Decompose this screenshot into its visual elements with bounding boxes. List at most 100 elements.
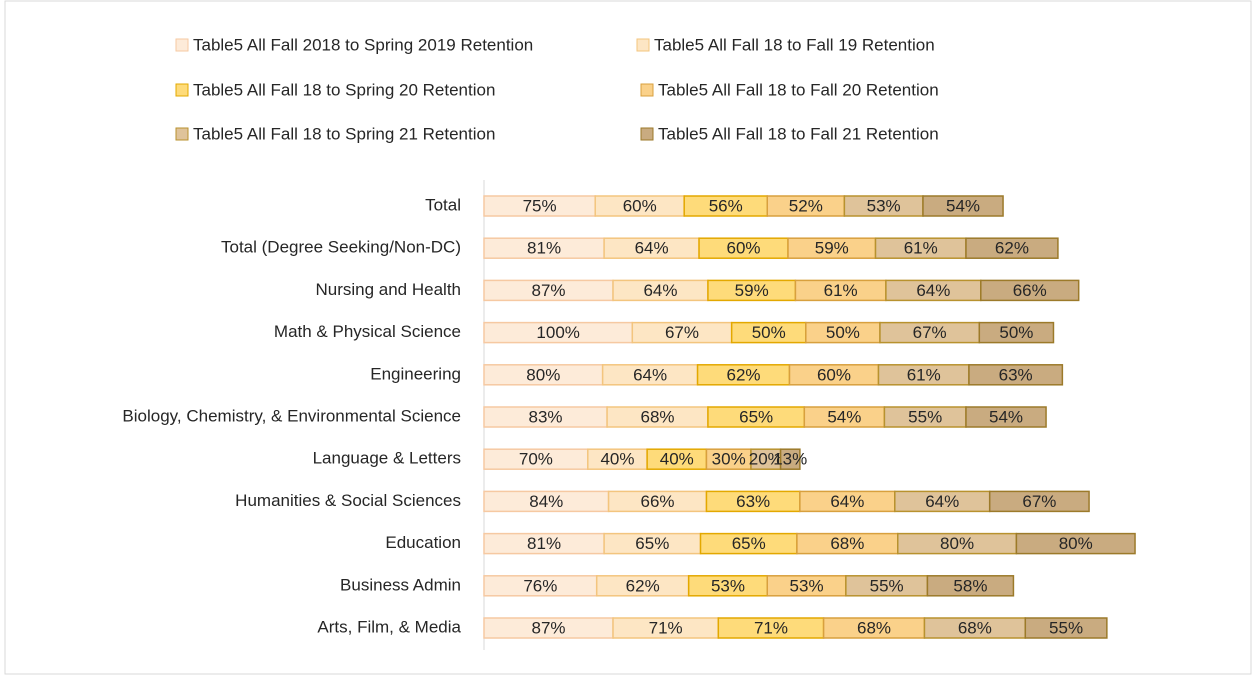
bar-segment (926, 575, 1015, 597)
legend-swatch (636, 38, 650, 52)
data-label: 53% (790, 576, 824, 595)
legend-label: Table5 All Fall 18 to Spring 20 Retentio… (193, 80, 495, 99)
bar-segment (922, 195, 1004, 217)
legend-label: Table5 All Fall 2018 to Spring 2019 Rete… (193, 35, 533, 54)
data-label: 71% (649, 618, 683, 637)
bar-segment (968, 364, 1064, 386)
data-label: 80% (1059, 534, 1093, 553)
bar-segment (988, 490, 1090, 513)
data-label: 62% (626, 576, 660, 595)
y-tick-label: Total (Degree Seeking/Non-DC) (221, 238, 461, 257)
legend-label: Table5 All Fall 18 to Fall 19 Retention (654, 35, 935, 54)
bar-segment (980, 279, 1080, 302)
data-label: 59% (735, 281, 769, 300)
data-label: 56% (709, 196, 743, 215)
data-label: 64% (635, 239, 669, 258)
bar-segment (965, 406, 1047, 428)
data-label: 54% (989, 407, 1023, 426)
bar-segment (779, 448, 801, 470)
y-tick-label: Arts, Film, & Media (317, 617, 461, 636)
data-label: 50% (752, 323, 786, 342)
y-tick-label: Education (385, 533, 461, 552)
data-label: 62% (995, 239, 1029, 258)
data-label: 30% (712, 450, 746, 469)
data-label: 60% (817, 365, 851, 384)
legend-swatch (175, 38, 189, 52)
data-label: 53% (711, 576, 745, 595)
y-tick-label: Humanities & Social Sciences (235, 491, 461, 510)
data-label: 80% (940, 534, 974, 553)
data-label: 62% (727, 365, 761, 384)
data-label: 65% (732, 534, 766, 553)
data-label: 64% (830, 492, 864, 511)
data-label: 13% (773, 450, 807, 469)
data-label: 67% (665, 323, 699, 342)
data-label: 64% (633, 365, 667, 384)
data-label: 84% (529, 492, 563, 511)
data-label: 87% (531, 618, 565, 637)
data-label: 61% (904, 239, 938, 258)
data-label: 59% (815, 239, 849, 258)
data-label: 83% (529, 407, 563, 426)
data-label: 100% (536, 323, 579, 342)
data-label: 55% (870, 576, 904, 595)
data-label: 64% (916, 281, 950, 300)
data-label: 55% (908, 407, 942, 426)
y-tick-label: Biology, Chemistry, & Environmental Scie… (122, 406, 461, 425)
data-label: 54% (946, 196, 980, 215)
data-label: 81% (527, 239, 561, 258)
data-label: 68% (830, 534, 864, 553)
legend-swatch (175, 127, 189, 141)
y-tick-label: Business Admin (340, 575, 461, 594)
data-label: 20% (749, 450, 783, 469)
data-label: 81% (527, 534, 561, 553)
data-label: 55% (1049, 618, 1083, 637)
y-tick-label: Language & Letters (313, 449, 461, 468)
data-label: 87% (531, 281, 565, 300)
data-label: 50% (826, 323, 860, 342)
y-tick-label: Engineering (370, 364, 461, 383)
data-label: 65% (739, 407, 773, 426)
bar-segment (1024, 617, 1108, 639)
data-label: 50% (999, 323, 1033, 342)
data-label: 67% (1022, 492, 1056, 511)
legend-label: Table5 All Fall 18 to Fall 21 Retention (658, 124, 939, 143)
data-label: 63% (736, 492, 770, 511)
data-label: 54% (827, 407, 861, 426)
legend-label: Table5 All Fall 18 to Fall 20 Retention (658, 80, 939, 99)
data-label: 66% (640, 492, 674, 511)
data-label: 40% (600, 450, 634, 469)
data-label: 67% (913, 323, 947, 342)
data-label: 58% (953, 576, 987, 595)
data-label: 76% (523, 576, 557, 595)
data-label: 60% (727, 239, 761, 258)
data-label: 63% (999, 365, 1033, 384)
legend-swatch (640, 127, 654, 141)
bar-segment (978, 321, 1055, 344)
data-label: 71% (754, 618, 788, 637)
data-label: 68% (958, 618, 992, 637)
y-tick-label: Nursing and Health (315, 280, 461, 299)
data-label: 68% (857, 618, 891, 637)
data-label: 66% (1013, 281, 1047, 300)
legend-swatch (175, 83, 189, 97)
y-tick-label: Total (425, 195, 461, 214)
data-label: 64% (643, 281, 677, 300)
bar-segment (1015, 532, 1136, 555)
data-label: 61% (907, 365, 941, 384)
y-tick-label: Math & Physical Science (274, 322, 461, 341)
bar-segment (965, 237, 1059, 259)
data-label: 40% (660, 450, 694, 469)
data-label: 61% (824, 281, 858, 300)
data-label: 68% (640, 407, 674, 426)
data-label: 80% (526, 365, 560, 384)
data-label: 53% (867, 196, 901, 215)
legend-swatch (640, 83, 654, 97)
data-label: 70% (519, 450, 553, 469)
data-label: 52% (789, 196, 823, 215)
legend-label: Table5 All Fall 18 to Spring 21 Retentio… (193, 124, 495, 143)
data-label: 64% (925, 492, 959, 511)
data-label: 75% (523, 196, 557, 215)
data-label: 65% (635, 534, 669, 553)
